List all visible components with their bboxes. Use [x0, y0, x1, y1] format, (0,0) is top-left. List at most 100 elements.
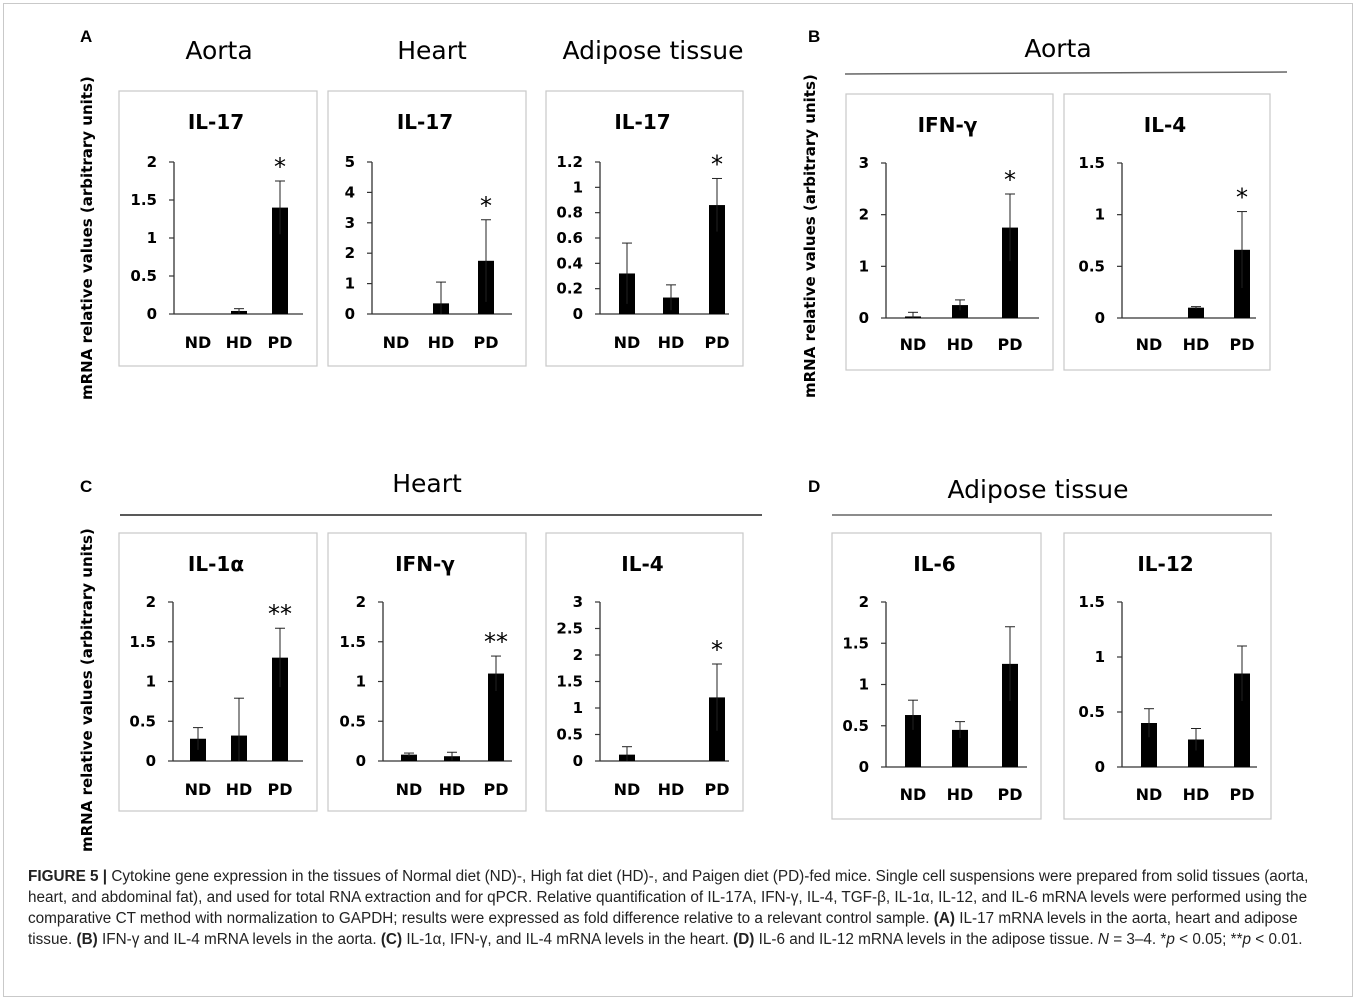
significance-mark: **: [268, 600, 292, 628]
chart-c-il1: IL-1α 0 0.5 1 1.5 2 ND HD PD **: [118, 532, 318, 812]
significance-mark: *: [711, 636, 723, 664]
bar-pd: [1234, 673, 1250, 767]
y-tick-label: 1.5: [129, 633, 156, 651]
chart-box: [118, 532, 318, 812]
chart-a-il17: IL-17 0 0.2 0.4 0.6 0.8 1 1.2 ND HD PD *: [545, 90, 744, 367]
chart-box: [1063, 93, 1271, 371]
bar-nd: [1141, 723, 1157, 767]
y-axis-title-bottom: mRNA relative values (arbitrary units): [78, 528, 96, 852]
figure-caption: FIGURE 5 | Cytokine gene expression in t…: [28, 866, 1338, 950]
category-label: PD: [1229, 335, 1254, 354]
header-b-aorta: Aorta: [1024, 34, 1091, 63]
y-tick-label: 0.5: [129, 712, 156, 730]
header-c-heart: Heart: [392, 469, 462, 498]
category-label: PD: [704, 780, 729, 799]
chart-d-il6: IL-6 0 0.5 1 1.5 2 ND HD PD: [831, 532, 1042, 820]
chart-a-il17: IL-17 0 1 2 3 4 5 ND HD PD *: [327, 90, 527, 367]
chart-title: IL-12: [1137, 552, 1193, 576]
bar-pd: [272, 657, 288, 761]
category-label: PD: [483, 780, 508, 799]
y-tick-label: 0: [573, 752, 583, 770]
bar-nd: [401, 754, 417, 761]
y-tick-label: 2: [356, 593, 366, 611]
category-label: PD: [473, 333, 498, 352]
bar-hd: [952, 729, 968, 767]
caption-a-text: IL-17 mRNA levels in the aorta, heart an…: [28, 910, 1298, 948]
header-d-adipose: Adipose tissue: [947, 475, 1128, 504]
y-tick-label: 0.5: [130, 267, 157, 285]
y-tick-label: 3: [573, 593, 583, 611]
caption-p2-text: < 0.01.: [1251, 931, 1303, 948]
chart-b-ifn: IFN-γ 0 1 2 3 ND HD PD *: [845, 93, 1054, 371]
bar-pd: [272, 207, 288, 314]
y-tick-label: 3: [345, 214, 355, 232]
y-tick-label: 0.5: [1078, 703, 1105, 721]
y-tick-label: 0: [146, 752, 156, 770]
bar-pd: [1002, 663, 1018, 767]
chart-box: [831, 532, 1042, 820]
panel-letter-c: C: [80, 477, 92, 496]
chart-box: [327, 90, 527, 367]
y-tick-label: 2: [859, 206, 869, 224]
chart-title: IL-17: [397, 110, 453, 134]
y-axis-title-top: mRNA relative values (arbitrary units): [78, 76, 96, 400]
chart-title: IL-17: [614, 110, 670, 134]
category-label: HD: [439, 780, 466, 799]
y-tick-label: 0: [859, 758, 869, 776]
chart-box: [545, 90, 744, 367]
y-tick-label: 0.5: [1078, 257, 1105, 275]
y-tick-label: 0.8: [556, 204, 583, 222]
y-tick-label: 2: [146, 593, 156, 611]
chart-box: [327, 532, 527, 812]
caption-d-label: (D): [733, 931, 755, 948]
chart-box: [118, 90, 318, 367]
bar-pd: [709, 205, 725, 314]
y-tick-label: 1: [147, 229, 157, 247]
caption-intro: Cytokine gene expression in the tissues …: [28, 868, 1309, 927]
chart-a-il17: IL-17 0 0.5 1 1.5 2 ND HD PD *: [118, 90, 318, 367]
y-tick-label: 0.2: [556, 280, 583, 298]
category-label: ND: [614, 780, 641, 799]
significance-mark: *: [274, 153, 286, 181]
bar-hd: [952, 305, 968, 318]
chart-box: [1063, 532, 1272, 820]
y-tick-label: 0: [1095, 309, 1105, 327]
y-tick-label: 0: [1095, 758, 1105, 776]
significance-mark: *: [1004, 166, 1016, 194]
category-label: HD: [947, 335, 974, 354]
category-label: ND: [185, 333, 212, 352]
y-tick-label: 5: [345, 153, 355, 171]
category-label: HD: [658, 333, 685, 352]
y-tick-label: 1: [345, 275, 355, 293]
y-tick-label: 3: [859, 154, 869, 172]
category-label: HD: [1183, 785, 1210, 804]
chart-title: IFN-γ: [918, 113, 978, 137]
chart-box: [545, 532, 744, 812]
y-tick-label: 1: [859, 257, 869, 275]
y-tick-label: 1: [356, 673, 366, 691]
category-label: HD: [658, 780, 685, 799]
caption-b-label: (B): [76, 931, 98, 948]
bar-hd: [1188, 307, 1204, 318]
category-label: PD: [704, 333, 729, 352]
bar-hd: [1188, 739, 1204, 767]
caption-a-label: (A): [933, 910, 956, 927]
y-tick-label: 1.5: [1078, 154, 1105, 172]
y-tick-label: 1: [1095, 648, 1105, 666]
caption-c-label: (C): [380, 931, 403, 948]
chart-d-il12: IL-12 0 0.5 1 1.5 ND HD PD: [1063, 532, 1272, 820]
panel-letter-a: A: [80, 27, 92, 46]
caption-d-text: IL-6 and IL-12 mRNA levels in the adipos…: [754, 931, 1098, 948]
category-label: PD: [267, 333, 292, 352]
chart-title: IL-4: [621, 552, 663, 576]
y-tick-label: 1: [573, 178, 583, 196]
panel-letter-d: D: [808, 477, 820, 496]
category-label: ND: [383, 333, 410, 352]
chart-title: IL-17: [188, 110, 244, 134]
panel-letter-b: B: [808, 27, 820, 46]
category-label: HD: [947, 785, 974, 804]
caption-n-text: = 3–4. *: [1108, 931, 1167, 948]
caption-p1: p: [1166, 931, 1175, 948]
y-tick-label: 0: [345, 305, 355, 323]
